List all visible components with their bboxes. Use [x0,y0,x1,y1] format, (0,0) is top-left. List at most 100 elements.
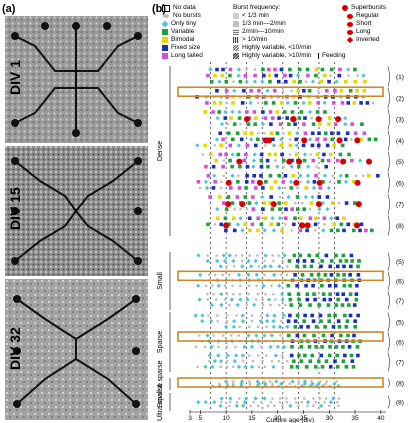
data-point [215,115,220,121]
data-point [297,382,300,386]
data-point [219,186,223,190]
data-point [269,186,274,190]
data-point [284,223,287,226]
data-point [239,284,242,288]
data-point [314,400,318,404]
data-point [342,273,346,277]
data-point [329,216,334,221]
superburst-point [335,116,342,123]
data-point [316,359,321,363]
data-point [345,131,350,136]
data-point [316,101,321,105]
data-point [285,116,289,120]
x-tick-label: 10 [222,415,230,422]
data-point [256,325,260,329]
group-label: Ultra sparse [157,383,164,421]
data-point [323,400,326,404]
data-point [286,319,291,323]
data-point [213,273,217,277]
data-point [260,194,265,200]
data-point [218,131,223,136]
data-point [221,164,225,169]
data-point [321,180,325,184]
data-point [267,73,272,78]
data-point [235,222,241,227]
data-point [255,228,260,233]
data-point [289,164,294,169]
data-point [229,116,233,120]
data-point [256,404,260,408]
data-point [274,73,278,78]
variable-swatch [162,29,168,35]
data-point [240,319,246,324]
data-point [310,143,315,148]
data-point [213,180,217,184]
data-point [333,359,337,363]
legend-superbursts: Superbursts Regular Short Long Inverted [342,4,386,44]
legend-label: < 1/3 min [242,12,269,19]
row-brace [387,193,390,215]
data-point [343,179,349,184]
data-point [306,404,309,408]
row-label: (7) [396,360,404,367]
data-point [254,116,258,120]
data-point [290,229,294,232]
superburst-point [270,201,277,208]
data-point [277,264,282,269]
data-point [196,180,201,184]
data-point [255,137,260,142]
data-point [302,122,306,126]
data-point [310,194,315,200]
no-bursts-swatch [163,14,169,18]
data-point [268,110,273,114]
data-point [348,313,353,318]
data-point [262,264,268,269]
data-point [260,400,263,404]
data-point [300,400,304,404]
data-point [313,365,318,369]
data-point [218,152,223,157]
data-point [273,67,277,72]
data-point [283,73,287,78]
data-point [314,216,318,221]
data-point [354,174,358,178]
data-point [297,297,301,302]
data-point [312,180,317,184]
data-point [260,122,266,127]
data-point [319,264,323,269]
data-point [194,345,198,349]
data-point [344,173,349,178]
data-point [344,259,349,263]
data-point [230,173,235,178]
data-point [327,79,331,84]
data-point [208,152,213,157]
data-point [277,216,283,221]
data-point [243,222,247,227]
data-point [302,158,307,163]
data-point [251,359,255,363]
data-point [335,380,338,383]
data-point [281,365,285,369]
data-point [252,302,257,308]
data-point [270,284,273,288]
data-point [271,397,274,400]
legend-label: Only tiny [171,20,197,27]
data-point [281,313,286,318]
data-point [336,228,340,233]
data-point [260,79,265,84]
data-point [206,173,211,178]
superburst-point [286,158,293,165]
row-label: (5) [396,259,404,266]
data-point [247,292,250,296]
data-point [232,88,237,93]
data-point [261,298,264,301]
data-point [249,364,255,369]
data-point [297,164,301,169]
data-point [277,116,281,120]
data-point [231,284,234,288]
data-point [205,101,209,105]
data-point [260,345,263,349]
superburst-point [366,158,373,165]
data-point [231,101,235,105]
data-point [335,216,340,221]
